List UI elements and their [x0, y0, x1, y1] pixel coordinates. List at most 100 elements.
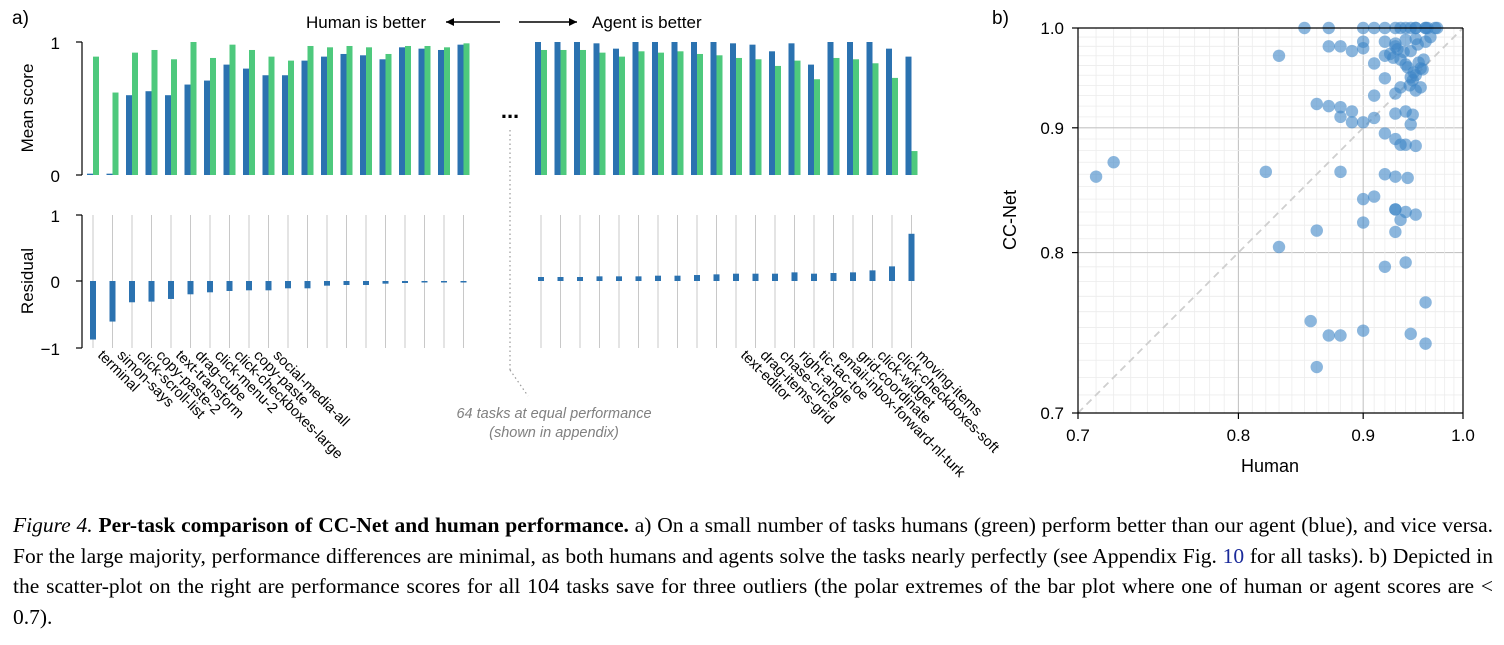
agent-bar [379, 59, 386, 175]
equal-note-line2: (shown in appendix) [489, 425, 619, 441]
scatter-xlabel: Human [1241, 456, 1299, 476]
residual-bar [811, 273, 817, 281]
human-bar [716, 55, 723, 175]
scatter-point [1367, 111, 1381, 125]
scatter-point [1378, 35, 1392, 48]
agent-bar [613, 48, 619, 175]
human-bar [93, 56, 99, 175]
agent-bar [223, 64, 230, 175]
scatter-point [1404, 71, 1417, 84]
scatter-point [1416, 63, 1429, 76]
residual-bar [577, 277, 583, 281]
human-bar [346, 45, 353, 175]
equal-note-line1: 64 tasks at equal performance [456, 406, 651, 422]
scatter-point [1404, 327, 1417, 341]
figure-4: a) b) Human is better Agent is better Me… [12, 8, 1475, 481]
agent-bar [243, 68, 249, 175]
scatter-point [1378, 49, 1392, 62]
human-bar [463, 43, 470, 175]
scatter-y-tick-label: 0.8 [1040, 244, 1064, 263]
agent-bar [652, 42, 658, 175]
residual-bar [226, 281, 233, 291]
human-bar [268, 56, 275, 175]
panel-b-label: b) [992, 8, 1009, 29]
residual-bar [713, 274, 720, 281]
residual-bar [285, 281, 291, 289]
scatter-point [1389, 107, 1402, 120]
scatter-point [1378, 72, 1392, 85]
residual-bar [382, 281, 389, 284]
scatter-point [1401, 171, 1414, 185]
scatter-point [1322, 329, 1335, 342]
agent-bar [399, 47, 405, 175]
agent-bar [749, 44, 756, 175]
agent-bar [321, 56, 327, 175]
scatter-point [1322, 99, 1335, 113]
human-bar [151, 49, 158, 176]
scatter-point [1310, 360, 1323, 374]
mean-score-tick-0: 0 [51, 167, 60, 186]
agent-bar [788, 43, 795, 175]
human-bar [736, 57, 742, 175]
agent-bar [905, 56, 912, 175]
scatter-point [1397, 45, 1410, 59]
human-bar [327, 47, 333, 175]
mean-score-y-axis [76, 41, 83, 176]
agent-better-label: Agent is better [592, 13, 702, 32]
agent-bar [847, 42, 853, 175]
residual-bar [265, 281, 272, 291]
agent-bar [145, 91, 152, 175]
scatter-point [1356, 42, 1370, 55]
residual-bar [168, 281, 174, 299]
scatter-y-tick-label: 1.0 [1040, 19, 1064, 38]
human-bar [249, 49, 255, 176]
scatter-point [1334, 110, 1347, 124]
agent-bar [886, 48, 892, 175]
scatter-point [1378, 127, 1392, 140]
residual-bar [772, 273, 778, 281]
residual-bar [441, 281, 447, 283]
human-bar [775, 65, 781, 175]
human-bar [229, 44, 236, 175]
ellipsis: ... [501, 98, 519, 123]
residual-bar [908, 233, 915, 281]
left-arrow [446, 18, 500, 26]
scatter-point [1411, 38, 1424, 51]
residual-tick-neg1: −1 [41, 340, 60, 359]
residual-bar [869, 270, 876, 281]
residual-tick-1: 1 [51, 207, 60, 226]
scatter-point [1304, 314, 1317, 328]
human-bar [794, 60, 801, 176]
scatter-point [1345, 44, 1359, 58]
agent-bar [301, 60, 308, 176]
agent-bar [87, 173, 93, 175]
residual-y-axis [76, 214, 83, 349]
residual-bar [402, 281, 408, 283]
residual-tick-0: 0 [51, 273, 60, 292]
caption-appendix-ref[interactable]: 10 [1222, 543, 1245, 568]
human-bar [619, 56, 625, 175]
scatter-point [1389, 225, 1402, 239]
residual-bar [791, 272, 798, 281]
residual-bar [148, 281, 155, 302]
scatter-point [1356, 192, 1370, 206]
scatter-point [1424, 30, 1437, 44]
human-bar [171, 59, 177, 175]
caption-body-2: for all tasks). b) Depicted in the scatt… [13, 543, 1493, 629]
human-bar [366, 47, 372, 175]
human-bar [755, 59, 762, 175]
agent-bar [593, 43, 600, 175]
scatter-point [1367, 57, 1381, 70]
scatter-x-tick-label: 0.7 [1066, 426, 1090, 445]
human-bar [872, 63, 879, 175]
scatter-point [1334, 40, 1347, 53]
human-bar [307, 45, 314, 175]
mean-score-bars [87, 42, 918, 176]
scatter-point [1310, 224, 1323, 237]
scatter-x-tick-label: 0.8 [1227, 426, 1251, 445]
agent-bar [554, 42, 561, 175]
agent-bar [710, 42, 717, 175]
human-bar [814, 79, 820, 175]
scatter-point [1322, 40, 1335, 53]
residual-bar [363, 281, 369, 285]
